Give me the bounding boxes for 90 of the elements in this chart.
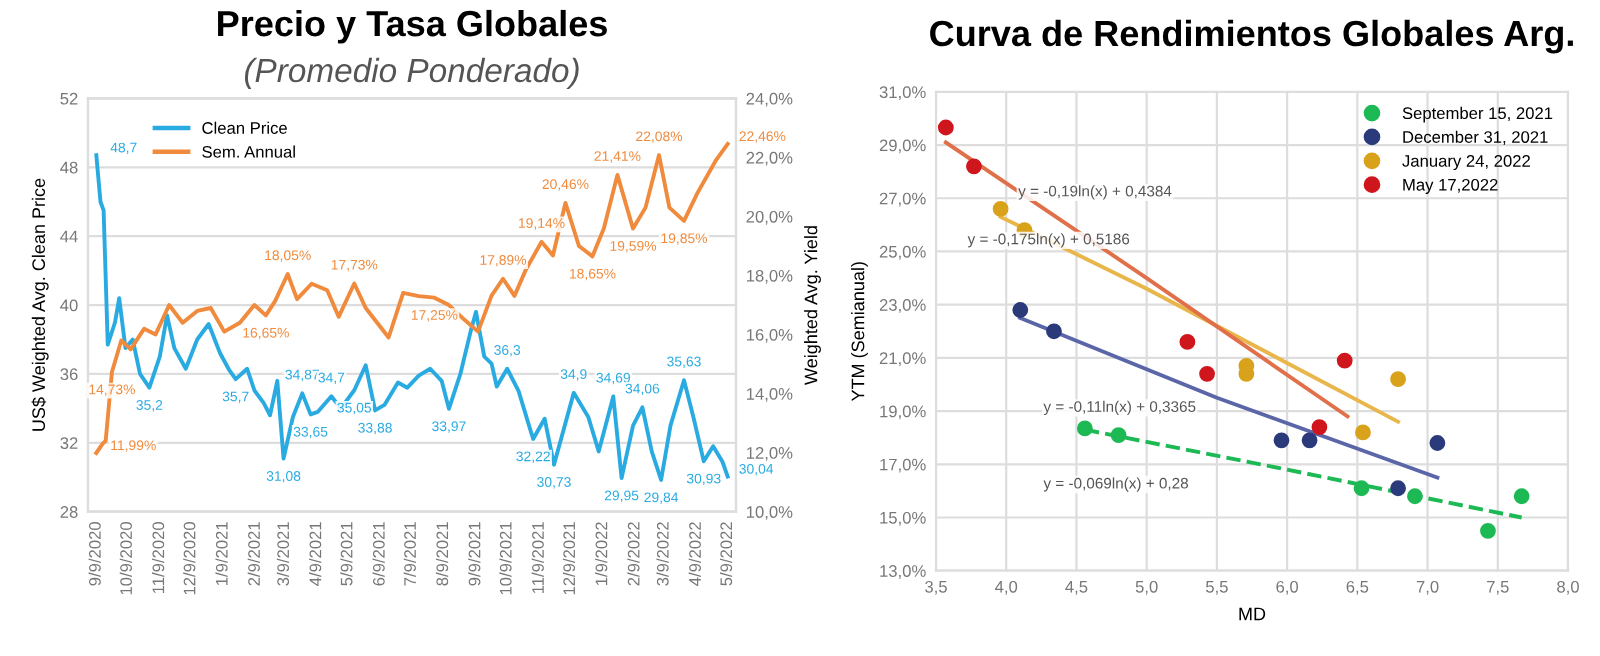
point bbox=[1513, 488, 1530, 505]
x-tick-label: 12/9/2021 bbox=[562, 522, 576, 595]
y-tick-label: 44 bbox=[60, 230, 78, 243]
x-tick-label: 11/9/2020 bbox=[152, 522, 165, 594]
y2-tick-label: 10,0% bbox=[746, 506, 793, 520]
x-tick-label: 4,5 bbox=[1065, 581, 1088, 595]
y2-tick-label: 22,0% bbox=[746, 151, 793, 166]
point bbox=[1336, 352, 1353, 369]
y-tick-label: 15,0% bbox=[880, 511, 926, 526]
y-tick-label: 40 bbox=[60, 299, 78, 312]
point bbox=[1407, 488, 1423, 505]
point bbox=[966, 158, 982, 175]
x-tick-label: 12/9/2020 bbox=[183, 522, 196, 595]
x-tick-label: 3/9/2021 bbox=[276, 522, 290, 586]
y-tick-label: 48 bbox=[60, 161, 78, 174]
x-tick-label: 6,0 bbox=[1276, 580, 1299, 595]
y2-tick-label: 24,0% bbox=[746, 92, 793, 107]
x-tick-label: 1/9/2021 bbox=[215, 522, 228, 585]
y-tick-label: 25,0% bbox=[879, 245, 926, 260]
x-tick-label: 9/9/2020 bbox=[88, 522, 101, 586]
x-tick-label: 5,5 bbox=[1205, 581, 1228, 595]
x-tick-label: 3/9/2022 bbox=[656, 522, 669, 586]
y-axis-title: US$ Weighted Avg. Clean Price bbox=[31, 178, 49, 431]
x-tick-label: 6/9/2021 bbox=[372, 522, 385, 586]
y-tick-label: 21,0% bbox=[879, 352, 926, 367]
legend-label: December 31, 2021 bbox=[1403, 130, 1548, 145]
x-tick-label: 2/9/2021 bbox=[247, 522, 260, 586]
point bbox=[937, 119, 954, 136]
y-tick-label: 29,0% bbox=[879, 139, 926, 154]
point bbox=[1390, 371, 1406, 388]
y-tick-label: 27,0% bbox=[879, 192, 926, 207]
point bbox=[992, 200, 1009, 217]
y-tick-label: 19,0% bbox=[880, 405, 926, 420]
x-tick-label: 9/9/2021 bbox=[468, 522, 481, 586]
y2-tick-label: 12,0% bbox=[746, 447, 793, 461]
legend-label: May 17,2022 bbox=[1403, 178, 1498, 194]
x-tick-label: 8/9/2021 bbox=[435, 522, 449, 586]
y-tick-label: 31,0% bbox=[879, 86, 926, 101]
y-tick-label: 17,0% bbox=[880, 458, 926, 473]
y-tick-label: 13,0% bbox=[880, 565, 926, 579]
chart-subtitle: (Promedio Ponderado) bbox=[244, 57, 579, 89]
y-tick-label: 52 bbox=[60, 92, 78, 105]
chart-title: Curva de Rendimientos Globales Arg. bbox=[930, 19, 1573, 54]
x-tick-label: 10/9/2020 bbox=[119, 522, 132, 595]
point bbox=[1429, 435, 1446, 451]
y2-tick-label: 16,0% bbox=[746, 328, 793, 343]
chart-title: Precio y Tasa Globales bbox=[218, 9, 607, 44]
legend-label: Sem. Annual bbox=[202, 145, 295, 158]
point bbox=[1301, 432, 1318, 449]
legend-label: January 24, 2022 bbox=[1402, 155, 1530, 171]
x-tick-label: 4/9/2021 bbox=[309, 522, 322, 586]
x-tick-label: 7,0 bbox=[1416, 580, 1439, 595]
y-tick-label: 32 bbox=[60, 437, 78, 449]
x-tick-label: 11/9/2021 bbox=[531, 522, 544, 594]
x-tick-label: 5/9/2022 bbox=[719, 522, 733, 586]
x-tick-label: 3,5 bbox=[925, 580, 947, 595]
legend-label: Clean Price bbox=[202, 121, 287, 134]
y2-tick-label: 20,0% bbox=[746, 210, 793, 225]
x-tick-label: 6,5 bbox=[1346, 580, 1369, 595]
y-tick-label: 23,0% bbox=[879, 299, 926, 313]
legend-label: September 15, 2021 bbox=[1402, 106, 1553, 123]
x-tick-label: 7,5 bbox=[1487, 581, 1509, 595]
x-tick-label: 1/9/2022 bbox=[595, 522, 608, 585]
x-tick-label: 5,0 bbox=[1135, 580, 1158, 595]
y2-tick-label: 18,0% bbox=[746, 269, 793, 284]
y-tick-label: 28 bbox=[60, 506, 78, 518]
x-tick-label: 2/9/2022 bbox=[627, 522, 640, 586]
point bbox=[1179, 334, 1196, 350]
x-tick-label: 4/9/2022 bbox=[688, 522, 701, 586]
y2-axis-title: Weighted Avg. Yield bbox=[804, 226, 821, 385]
x-tick-label: 7/9/2021 bbox=[403, 522, 416, 586]
point bbox=[1355, 424, 1371, 441]
x-tick-label: 5/9/2021 bbox=[340, 522, 353, 586]
point bbox=[1480, 522, 1496, 539]
point bbox=[1110, 427, 1127, 443]
point bbox=[1012, 302, 1029, 318]
y2-tick-label: 14,0% bbox=[746, 388, 793, 402]
point bbox=[1199, 365, 1215, 382]
x-tick-label: 10/9/2021 bbox=[499, 522, 512, 595]
point bbox=[1076, 420, 1093, 437]
x-axis-title: MD bbox=[1239, 607, 1266, 621]
point bbox=[1353, 480, 1370, 497]
y-axis-title: YTM (Semianual) bbox=[851, 262, 868, 402]
point bbox=[1273, 432, 1290, 449]
point bbox=[1311, 419, 1328, 435]
x-tick-label: 4,0 bbox=[995, 580, 1018, 595]
y-tick-label: 36 bbox=[60, 368, 78, 381]
x-tick-label: 8,0 bbox=[1557, 580, 1579, 595]
point bbox=[1046, 323, 1062, 340]
point bbox=[1390, 480, 1406, 497]
